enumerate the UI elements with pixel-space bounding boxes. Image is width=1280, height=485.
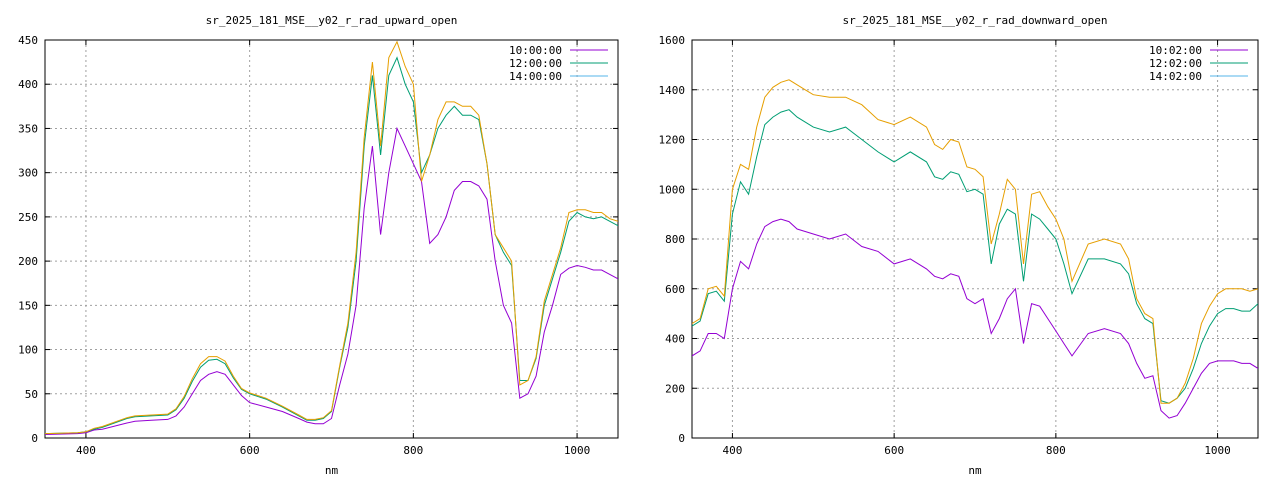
x-tick-label: 800 xyxy=(403,444,423,457)
legend-label: 12:00:00 xyxy=(509,57,562,70)
x-tick-label: 800 xyxy=(1046,444,1066,457)
x-tick-label: 400 xyxy=(722,444,742,457)
y-tick-label: 450 xyxy=(18,34,38,47)
y-tick-label: 0 xyxy=(31,432,38,445)
x-axis-label: nm xyxy=(325,464,339,477)
y-tick-label: 200 xyxy=(18,255,38,268)
series-line-2 xyxy=(692,109,1258,404)
series-line-1 xyxy=(692,218,1258,419)
y-tick-label: 400 xyxy=(665,333,685,346)
series-line-1 xyxy=(45,126,618,435)
y-tick-label: 1400 xyxy=(659,84,686,97)
y-tick-label: 350 xyxy=(18,122,38,135)
y-tick-label: 600 xyxy=(665,283,685,296)
y-tick-label: 250 xyxy=(18,211,38,224)
y-tick-label: 100 xyxy=(18,344,38,357)
legend-label: 10:02:00 xyxy=(1149,44,1202,57)
legend-label: 10:00:00 xyxy=(509,44,562,57)
chart-title: sr_2025_181_MSE__y02_r_rad_downward_open xyxy=(843,14,1108,27)
y-tick-label: 800 xyxy=(665,233,685,246)
x-tick-label: 600 xyxy=(240,444,260,457)
y-tick-label: 1200 xyxy=(659,134,686,147)
chart-panel-1: sr_2025_181_MSE__y02_r_rad_upward_open 0 5… xyxy=(18,14,619,477)
y-tick-label: 1600 xyxy=(659,34,686,47)
legend-label: 14:02:00 xyxy=(1149,70,1202,83)
series-line-3 xyxy=(45,40,618,435)
chart-title: sr_2025_181_MSE__y02_r_rad_upward_open xyxy=(206,14,458,27)
legend-label: 12:02:00 xyxy=(1149,57,1202,70)
plot-frame xyxy=(44,39,619,439)
y-tick-label: 150 xyxy=(18,299,38,312)
x-tick-label: 1000 xyxy=(564,444,591,457)
chart-panel-2: sr_2025_181_MSE__y02_r_rad_downward_open… xyxy=(659,14,1259,477)
x-tick-label: 400 xyxy=(76,444,96,457)
y-tick-label: 200 xyxy=(665,382,685,395)
series-line-2 xyxy=(45,56,618,435)
y-tick-label: 1000 xyxy=(659,183,686,196)
y-tick-label: 300 xyxy=(18,167,38,180)
x-tick-label: 1000 xyxy=(1204,444,1231,457)
x-tick-label: 600 xyxy=(884,444,904,457)
y-tick-label: 50 xyxy=(25,388,38,401)
series-line-3 xyxy=(692,79,1258,404)
y-tick-label: 400 xyxy=(18,78,38,91)
y-tick-label: 0 xyxy=(678,432,685,445)
legend-label: 14:00:00 xyxy=(509,70,562,83)
x-axis-label: nm xyxy=(968,464,982,477)
